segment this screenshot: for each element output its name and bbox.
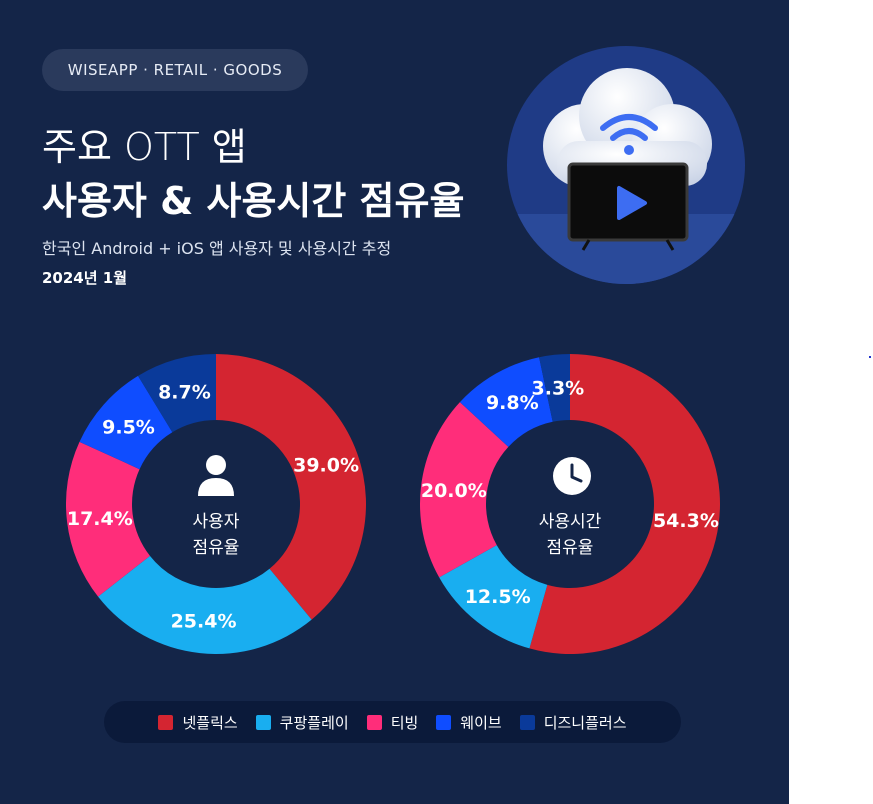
slice-value-label: 8.7%	[158, 381, 211, 403]
title-line-2: 사용자 & 사용시간 점유율	[42, 179, 465, 223]
donut-slice	[420, 402, 509, 578]
user-share-slices	[66, 354, 366, 654]
donut-slice	[138, 354, 216, 433]
source-badge: WISEAPP · RETAIL · GOODS	[42, 49, 308, 91]
person-icon	[198, 455, 234, 496]
legend-swatch	[366, 714, 382, 730]
legend-label: 티빙	[390, 713, 419, 732]
donut-slice	[216, 354, 366, 620]
legend-label: 디즈니플러스	[543, 713, 627, 732]
usage-time-labels: 54.3% 12.5% 20.0% 9.8%3.3%	[421, 378, 719, 608]
donut-slice	[459, 357, 553, 447]
donut-slice	[98, 555, 312, 654]
date-label: 2024년 1월	[42, 269, 128, 287]
legend-item-netflix: 넷플릭스	[158, 712, 238, 733]
legend-swatch	[255, 714, 271, 730]
donut-slice	[529, 354, 720, 654]
legend-item-tving: 티빙	[366, 712, 419, 733]
user-share-center-label-2: 점유율	[193, 538, 240, 558]
slice-value-label: 3.3%	[532, 378, 585, 400]
legend-swatch	[519, 714, 535, 730]
legend-label: 넷플릭스	[182, 713, 238, 732]
usage-time-share-donut-chart: 54.3% 12.5% 20.0% 9.8%3.3% 사용시간 점유율	[420, 354, 720, 654]
legend-label: 웨이브	[460, 713, 502, 732]
legend-item-wavve: 웨이브	[436, 712, 502, 733]
user-share-labels: 39.0% 25.4% 17.4% 9.5%8.7%	[67, 381, 359, 632]
legend-item-coupangplay: 쿠팡플레이	[255, 712, 349, 733]
donut-slice	[439, 545, 548, 649]
slice-value-label: 17.4%	[67, 508, 133, 530]
slice-value-label: 20.0%	[421, 480, 487, 502]
donut-slice	[66, 441, 150, 597]
slice-value-label: 12.5%	[465, 586, 531, 608]
clock-icon	[553, 457, 591, 495]
slice-value-label: 39.0%	[293, 454, 359, 476]
legend-swatch	[436, 714, 452, 730]
chart-legend: 넷플릭스 쿠팡플레이 티빙 웨이브 디즈니플러스	[104, 701, 681, 743]
legend-swatch	[158, 714, 174, 730]
subtitle: 한국인 Android + iOS 앱 사용자 및 사용시간 추정	[42, 239, 392, 258]
legend-item-disneyplus: 디즈니플러스	[519, 712, 627, 733]
title-line-1: 주요 OTT 앱	[42, 125, 247, 169]
usage-time-center-label-1: 사용시간	[539, 512, 602, 532]
legend-label: 쿠팡플레이	[279, 713, 349, 732]
slice-value-label: 54.3%	[653, 510, 719, 532]
cloud-wifi-tv-play-icon	[507, 46, 745, 284]
usage-time-slices	[420, 354, 720, 654]
donut-slice	[79, 375, 173, 470]
slice-value-label: 9.5%	[102, 416, 155, 438]
donut-slice	[539, 354, 570, 422]
infographic-panel: WISEAPP · RETAIL · GOODS 주요 OTT 앱 사용자 & …	[0, 0, 789, 804]
stray-dot	[869, 356, 871, 358]
user-share-center-label-1: 사용자	[193, 512, 240, 532]
slice-value-label: 25.4%	[171, 610, 237, 632]
user-share-donut-chart: 39.0% 25.4% 17.4% 9.5%8.7% 사용자 점유율	[66, 354, 366, 654]
slice-value-label: 9.8%	[486, 392, 539, 414]
usage-time-center-label-2: 점유율	[547, 538, 594, 558]
